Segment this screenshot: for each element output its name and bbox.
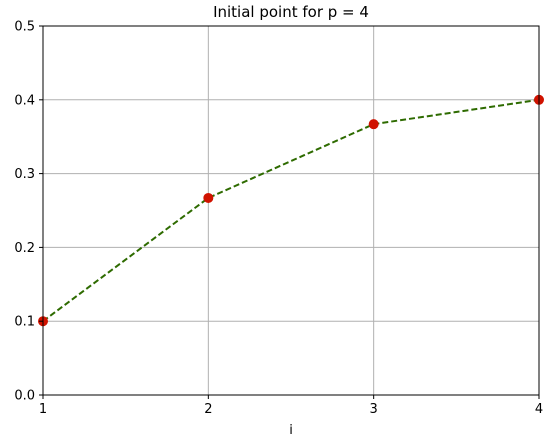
y-tick-label: 0.4 — [14, 93, 35, 108]
data-point — [203, 192, 214, 203]
y-tick-label: 0.2 — [14, 241, 35, 256]
x-tick-label: 3 — [370, 402, 378, 417]
grid-lines — [42, 25, 540, 396]
chart-title: Initial point for p = 4 — [213, 3, 369, 21]
y-tick-label: 0.3 — [14, 167, 35, 182]
x-tick-label: 2 — [204, 402, 212, 417]
tick-layer: 1 2 3 4 0.0 0.1 0.2 0.3 0.4 0.5 — [14, 20, 543, 418]
data-point — [368, 119, 379, 130]
x-axis-title: i — [289, 423, 293, 438]
x-tick-label: 1 — [39, 402, 47, 417]
y-tick-label: 0.1 — [14, 315, 35, 330]
y-tick-label: 0.5 — [14, 20, 35, 35]
y-tick-label: 0.0 — [14, 389, 35, 404]
series-layer — [38, 94, 544, 327]
x-tick-label: 4 — [535, 402, 543, 417]
plot-frame — [42, 25, 540, 396]
series-line — [42, 98, 540, 323]
